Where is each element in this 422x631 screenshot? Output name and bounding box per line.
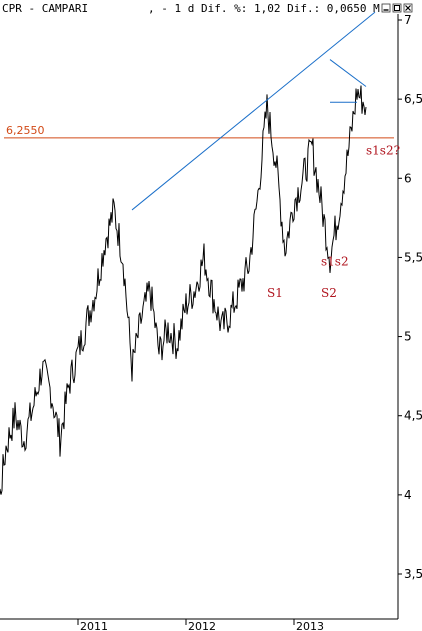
y-tick-label: 5 xyxy=(404,330,412,344)
y-tick-label: 4 xyxy=(404,488,412,502)
y-tick-label: 6,5 xyxy=(404,92,422,106)
close-icon[interactable] xyxy=(403,3,413,13)
minimize-icon[interactable] xyxy=(381,3,391,13)
resistance-trendline xyxy=(131,11,376,211)
y-tick-label: 7 xyxy=(404,13,412,27)
y-tick-label: 5,5 xyxy=(404,250,422,264)
x-tick-label: 2011 xyxy=(80,620,108,631)
restore-icon[interactable] xyxy=(392,3,402,13)
y-tick-label: 6 xyxy=(404,171,412,185)
chart-info: , - 1 d Dif. %: 1,02 Dif.: 0,0650 M: xyxy=(148,2,386,15)
plot-area: 3,5 4 4,5 5 5,5 6 6,5 7 2011 2012 2013 6,2550 S1 S2 s1… xyxy=(0,11,422,631)
annotation-label: s1s2? xyxy=(366,144,400,158)
y-tick-label: 4,5 xyxy=(404,409,422,423)
annotation-label: s1s2 xyxy=(321,254,349,268)
annotation-label: S1 xyxy=(267,286,283,300)
short-trendline xyxy=(329,59,367,87)
horizontal-level-label: 6,2550 xyxy=(6,124,45,137)
x-tick-label: 2012 xyxy=(188,620,216,631)
price-series-line xyxy=(0,85,367,495)
y-tick-label: 3,5 xyxy=(404,567,422,581)
x-tick-label: 2013 xyxy=(296,620,324,631)
chart-title: CPR - CAMPARI xyxy=(2,2,88,15)
annotation-label: S2 xyxy=(321,286,337,300)
